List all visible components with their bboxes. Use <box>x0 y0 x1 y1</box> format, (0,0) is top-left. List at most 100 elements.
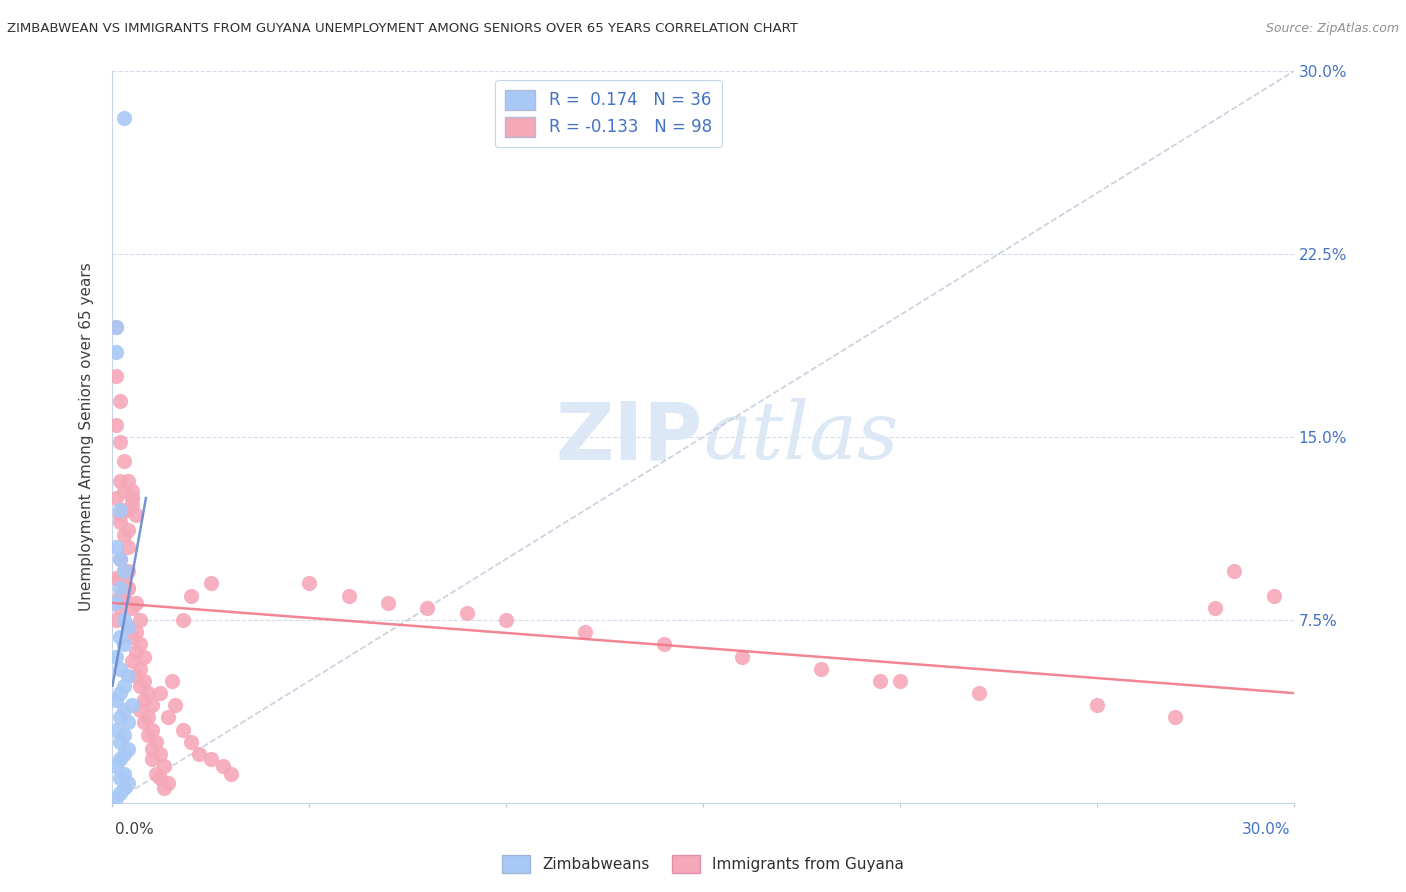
Point <box>495 613 517 627</box>
Point <box>112 576 135 591</box>
Point <box>117 620 139 634</box>
Point <box>110 552 132 566</box>
Point <box>110 434 132 449</box>
Point <box>574 625 596 640</box>
Point <box>112 564 135 578</box>
Text: 0.0%: 0.0% <box>115 822 155 837</box>
Point <box>132 673 155 688</box>
Point <box>105 320 128 334</box>
Point <box>112 637 135 651</box>
Point <box>121 654 143 668</box>
Text: 30.0%: 30.0% <box>1243 822 1291 837</box>
Point <box>121 491 143 505</box>
Point <box>180 735 202 749</box>
Point <box>869 673 891 688</box>
Point <box>112 747 135 761</box>
Point <box>110 772 132 786</box>
Point <box>172 723 194 737</box>
Point <box>110 552 132 566</box>
Point <box>110 786 132 800</box>
Point <box>117 776 139 790</box>
Point <box>125 508 148 522</box>
Point <box>141 723 163 737</box>
Point <box>110 589 132 603</box>
Point <box>121 600 143 615</box>
Point <box>145 766 167 780</box>
Point <box>152 781 174 796</box>
Point <box>136 710 159 724</box>
Point <box>132 649 155 664</box>
Point <box>200 752 222 766</box>
Point <box>112 564 135 578</box>
Point <box>110 508 132 522</box>
Point <box>810 662 832 676</box>
Point <box>105 791 128 805</box>
Point <box>117 474 139 488</box>
Point <box>112 703 135 717</box>
Point <box>110 752 132 766</box>
Point <box>112 111 135 125</box>
Point <box>112 503 135 517</box>
Point <box>1164 710 1187 724</box>
Point <box>180 589 202 603</box>
Point <box>112 679 135 693</box>
Point <box>112 483 135 498</box>
Point <box>125 596 148 610</box>
Point <box>132 715 155 730</box>
Point <box>117 523 139 537</box>
Point <box>298 576 321 591</box>
Text: ZIMBABWEAN VS IMMIGRANTS FROM GUYANA UNEMPLOYMENT AMONG SENIORS OVER 65 YEARS CO: ZIMBABWEAN VS IMMIGRANTS FROM GUYANA UNE… <box>7 22 799 36</box>
Point <box>136 686 159 700</box>
Point <box>105 491 128 505</box>
Point <box>110 503 132 517</box>
Point <box>889 673 911 688</box>
Point <box>105 540 128 554</box>
Point <box>112 527 135 541</box>
Point <box>136 727 159 741</box>
Point <box>129 637 152 651</box>
Point <box>117 564 139 578</box>
Point <box>172 613 194 627</box>
Point <box>165 698 187 713</box>
Point <box>125 645 148 659</box>
Point <box>110 630 132 644</box>
Point <box>129 662 152 676</box>
Point <box>110 600 132 615</box>
Point <box>110 516 132 530</box>
Point <box>105 649 128 664</box>
Point <box>110 735 132 749</box>
Point <box>416 600 439 615</box>
Point <box>117 669 139 683</box>
Point <box>156 710 179 724</box>
Point <box>121 630 143 644</box>
Point <box>121 499 143 513</box>
Point <box>112 613 135 627</box>
Point <box>105 417 128 432</box>
Point <box>141 752 163 766</box>
Point <box>121 491 143 505</box>
Point <box>377 596 399 610</box>
Point <box>112 766 135 780</box>
Point <box>967 686 990 700</box>
Point <box>121 483 143 498</box>
Y-axis label: Unemployment Among Seniors over 65 years: Unemployment Among Seniors over 65 years <box>79 263 94 611</box>
Point <box>110 581 132 595</box>
Point <box>112 589 135 603</box>
Point <box>141 742 163 756</box>
Point <box>105 723 128 737</box>
Point <box>112 564 135 578</box>
Point <box>219 766 242 780</box>
Point <box>112 727 135 741</box>
Point <box>110 572 132 586</box>
Point <box>105 759 128 773</box>
Point <box>117 742 139 756</box>
Point <box>188 747 211 761</box>
Point <box>1085 698 1108 713</box>
Point <box>149 686 172 700</box>
Point <box>1204 600 1226 615</box>
Point <box>160 673 183 688</box>
Point <box>112 781 135 796</box>
Point <box>105 320 128 334</box>
Point <box>110 393 132 408</box>
Point <box>105 596 128 610</box>
